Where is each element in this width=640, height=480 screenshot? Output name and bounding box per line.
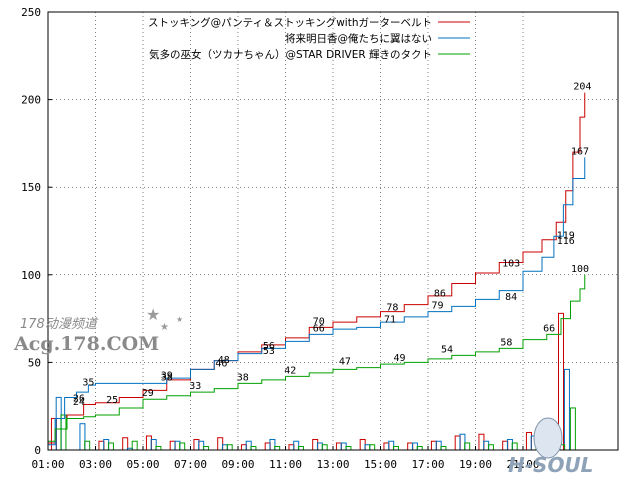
y-tick-label: 0 — [34, 444, 41, 457]
data-label: 33 — [189, 381, 201, 392]
data-label: 24 — [73, 397, 85, 408]
x-tick-label: 19:00 — [459, 458, 492, 471]
watermark-line2: Acg.178.COM — [13, 333, 159, 355]
data-label: 103 — [502, 259, 520, 270]
legend-label: ストッキング@パンティ＆ストッキングwithガーターベルト — [148, 16, 432, 29]
y-tick-label: 200 — [21, 94, 41, 107]
watermark-hsoul: H-SOUL — [508, 417, 593, 477]
y-tick-label: 100 — [21, 269, 41, 282]
legend: ストッキング@パンティ＆ストッキングwithガーターベルト将来明日香@俺たちに翼… — [148, 16, 470, 61]
watermark-178: 178动漫频道 Acg.178.COM ★ ★ ★ — [13, 305, 183, 355]
y-tick-label: 150 — [21, 181, 41, 194]
x-axis-ticks: 01:00 03:00 05:00 07:00 09:00 11:00 13:00 15:00… — [31, 446, 540, 471]
series-line — [48, 274, 586, 442]
data-label: 66 — [313, 323, 325, 334]
data-labels: 26 39 46 56 70 78 86 103 119 204 35 25 38 48 53 66 71 79 8… — [73, 82, 592, 408]
star-icon: ★ — [176, 315, 183, 324]
x-tick-label: 21:00 — [506, 458, 539, 471]
data-label: 71 — [384, 315, 396, 326]
star-icon: ★ — [146, 305, 160, 324]
star-icon: ★ — [160, 322, 169, 333]
y-tick-label: 250 — [21, 6, 41, 19]
data-label: 26 — [73, 393, 85, 404]
data-label: 49 — [393, 353, 405, 364]
data-label: 38 — [237, 372, 249, 383]
data-label: 56 — [263, 341, 275, 352]
data-label: 38 — [161, 372, 173, 383]
legend-label: 気多の巫女（ツカナちゃん）@STAR DRIVER 輝きのタクト — [149, 48, 432, 61]
x-tick-label: 11:00 — [269, 458, 302, 471]
data-label: 58 — [500, 337, 512, 348]
data-label: 84 — [505, 292, 517, 303]
watermark-line3: H-SOUL — [508, 453, 593, 477]
x-tick-label: 03:00 — [79, 458, 112, 471]
data-label: 48 — [218, 355, 230, 366]
data-label: 70 — [313, 316, 325, 327]
series-line — [48, 92, 586, 444]
y-axis-ticks: 0 50 100 150 200 250 — [21, 6, 52, 457]
x-tick-label: 15:00 — [364, 458, 397, 471]
data-label: 39 — [161, 371, 173, 382]
watermark-line1: 178动漫频道 — [20, 317, 99, 332]
data-label: 86 — [434, 288, 446, 299]
data-label: 47 — [339, 357, 351, 368]
bar — [563, 368, 570, 451]
data-label: 35 — [82, 378, 94, 389]
mascot-figure — [533, 417, 563, 459]
data-label: 204 — [573, 82, 591, 93]
data-label: 79 — [431, 301, 443, 312]
data-label: 54 — [441, 344, 453, 355]
x-tick-label: 13:00 — [316, 458, 349, 471]
x-tick-label: 17:00 — [411, 458, 444, 471]
data-label: 119 — [557, 231, 575, 242]
data-label: 29 — [142, 388, 154, 399]
data-label: 167 — [571, 146, 589, 157]
data-label: 25 — [106, 395, 118, 406]
x-tick-label: 05:00 — [126, 458, 159, 471]
grid-lines — [48, 12, 618, 450]
data-label: 116 — [557, 236, 575, 247]
legend-label: 将来明日香@俺たちに翼はない — [285, 32, 432, 45]
data-label: 46 — [215, 358, 227, 369]
data-label: 78 — [386, 302, 398, 313]
series-line — [48, 157, 586, 446]
x-tick-label: 01:00 — [31, 458, 64, 471]
bar — [569, 407, 576, 451]
x-tick-label: 07:00 — [174, 458, 207, 471]
data-label: 100 — [571, 264, 589, 275]
data-label: 66 — [543, 323, 555, 334]
data-label: 53 — [263, 346, 275, 357]
x-tick-label: 09:00 — [221, 458, 254, 471]
data-label: 42 — [284, 365, 296, 376]
y-tick-label: 50 — [28, 356, 41, 369]
line-series — [48, 92, 586, 446]
